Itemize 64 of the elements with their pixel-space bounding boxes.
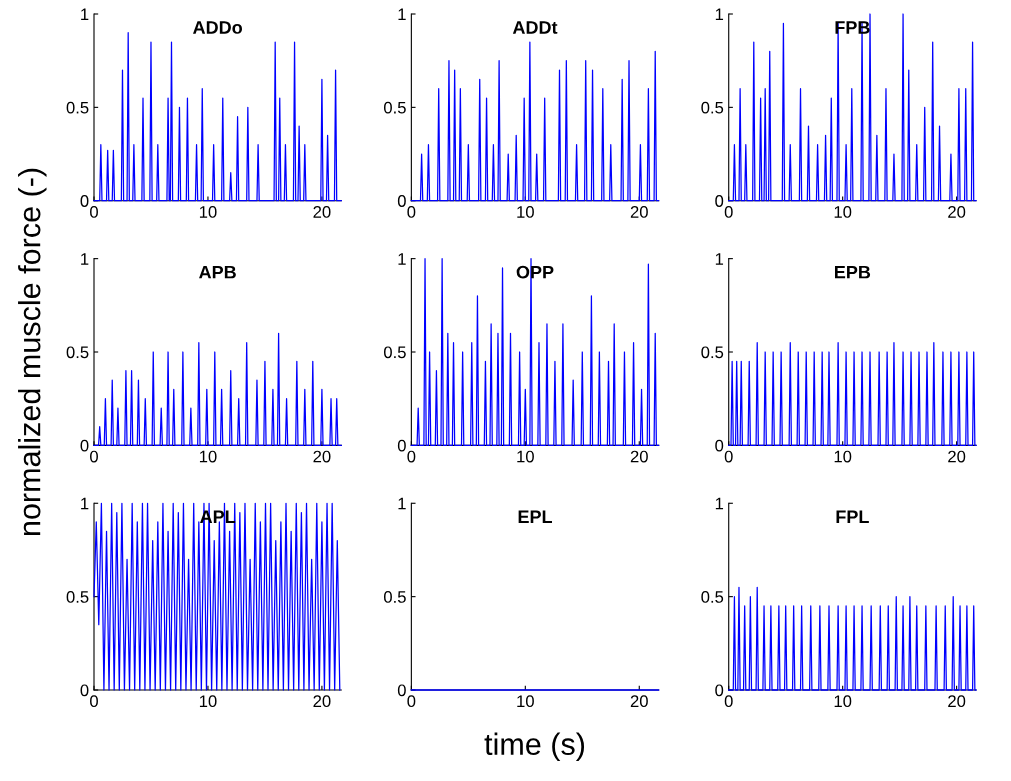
x-tick-label: 20 xyxy=(630,206,648,218)
x-tick-label: 0 xyxy=(724,450,733,463)
y-tick-label: 0.5 xyxy=(66,101,89,114)
x-tick-label: 20 xyxy=(313,206,331,218)
y-tick-label: 1 xyxy=(398,253,406,265)
y-tick-label: 0 xyxy=(80,439,89,452)
x-tick-label: 20 xyxy=(948,450,966,463)
y-axis-title: normalized muscle force (-) xyxy=(18,168,47,536)
y-tick-label: 0 xyxy=(397,195,406,207)
x-tick-label: 20 xyxy=(313,695,331,708)
chart-title: ADDo xyxy=(193,21,243,34)
y-tick-label: 0 xyxy=(80,195,89,207)
x-tick-label: 10 xyxy=(834,695,852,708)
x-tick-label: 20 xyxy=(948,695,966,708)
y-tick-label: 0 xyxy=(397,684,406,697)
x-tick-label: 0 xyxy=(407,206,416,218)
x-tick-label: 10 xyxy=(517,206,534,218)
x-axis-title: time (s) xyxy=(484,732,585,762)
x-tick-label: 10 xyxy=(517,450,534,463)
x-tick-label: 20 xyxy=(313,450,331,463)
y-tick-label: 1 xyxy=(81,497,89,510)
chart-title: APB xyxy=(199,265,236,279)
y-tick-label: 1 xyxy=(81,253,89,265)
x-tick-label: 10 xyxy=(199,450,217,463)
y-tick-label: 0 xyxy=(715,439,724,452)
y-tick-label: 0.5 xyxy=(701,346,724,359)
x-tick-label: 0 xyxy=(90,695,98,708)
line-series xyxy=(410,258,660,446)
x-tick-label: 10 xyxy=(199,206,217,218)
y-tick-label: 0 xyxy=(715,195,724,207)
chart-title: EPB xyxy=(835,265,871,279)
x-tick-label: 10 xyxy=(517,695,534,708)
x-tick-label: 0 xyxy=(407,450,416,463)
y-tick-label: 0.5 xyxy=(66,591,89,603)
y-tick-label: 0 xyxy=(80,684,89,697)
chart-title: ADDt xyxy=(512,21,558,34)
chart-title: FPL xyxy=(836,510,869,523)
y-tick-label: 1 xyxy=(715,253,724,265)
y-tick-label: 1 xyxy=(81,8,89,21)
y-tick-label: 1 xyxy=(398,8,406,21)
x-tick-label: 20 xyxy=(630,450,648,463)
x-tick-label: 10 xyxy=(199,695,217,708)
y-tick-label: 0.5 xyxy=(701,101,724,114)
x-tick-label: 20 xyxy=(948,206,966,218)
x-tick-label: 10 xyxy=(834,450,852,463)
y-tick-label: 0.5 xyxy=(383,591,406,603)
x-tick-label: 0 xyxy=(407,695,416,708)
line-series xyxy=(728,13,977,202)
y-tick-label: 1 xyxy=(398,497,406,510)
chart-title: EPL xyxy=(518,510,552,523)
y-tick-label: 1 xyxy=(715,497,724,510)
y-tick-label: 0.5 xyxy=(701,591,724,603)
x-tick-label: 0 xyxy=(724,695,733,708)
x-tick-label: 0 xyxy=(724,206,733,218)
y-tick-label: 0.5 xyxy=(383,346,406,359)
x-tick-label: 20 xyxy=(630,695,648,708)
x-tick-label: 0 xyxy=(90,450,98,463)
y-tick-label: 0.5 xyxy=(383,101,406,114)
y-tick-label: 0 xyxy=(715,684,724,697)
x-tick-label: 10 xyxy=(834,206,852,218)
y-tick-label: 0 xyxy=(397,439,406,452)
y-tick-label: 1 xyxy=(715,8,724,21)
x-tick-label: 0 xyxy=(90,206,98,218)
y-tick-label: 0.5 xyxy=(66,346,89,359)
